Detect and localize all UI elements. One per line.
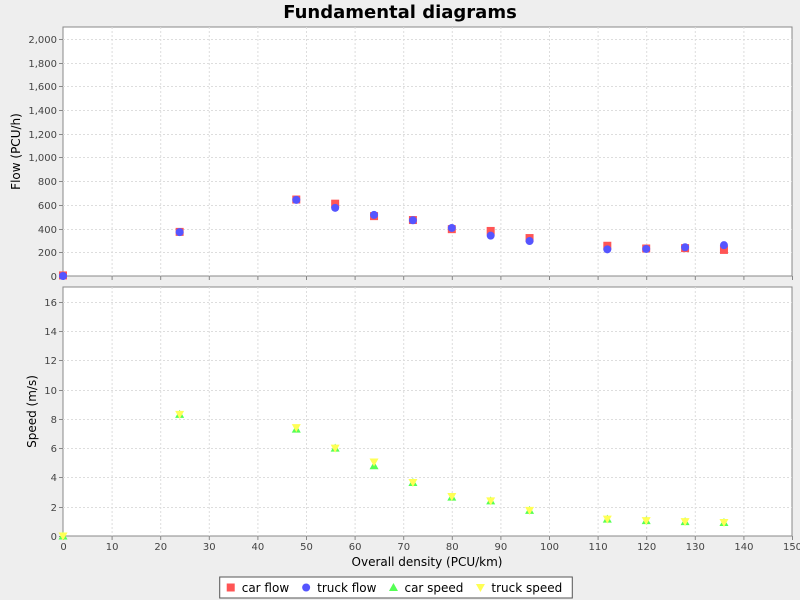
data-point	[719, 245, 728, 254]
data-point	[331, 199, 340, 208]
data-point	[486, 226, 495, 235]
plot-area	[62, 286, 793, 537]
y-tick-label: 1,000	[28, 153, 57, 164]
data-point	[603, 245, 612, 254]
y-tick-label: 200	[38, 248, 57, 259]
y-tick-label: 16	[44, 298, 57, 309]
data-point	[175, 410, 185, 419]
data-point	[525, 237, 534, 246]
data-point	[680, 518, 690, 527]
speed-subplot: 0 2 4 6 8 10 12 14 16 Speed (m/s) 0 10 20 30 40 50 60 70 8…	[25, 286, 800, 553]
data-point	[642, 244, 651, 253]
y-tick-label: 14	[44, 327, 57, 338]
y-tick-label: 2,000	[28, 35, 57, 46]
legend-item-truck-speed: truck speed	[475, 581, 562, 595]
data-point	[369, 458, 379, 467]
data-point	[486, 497, 496, 506]
x-tick-label: 20	[154, 542, 167, 553]
x-tick-label: 90	[495, 542, 508, 553]
data-point	[681, 243, 690, 252]
y-tick-label: 4	[51, 473, 57, 484]
x-tick-label: 10	[106, 542, 119, 553]
y-tick-label: 2	[51, 503, 57, 514]
y-axis-label: Flow (PCU/h)	[9, 113, 23, 190]
y-tick-label: 12	[44, 356, 57, 367]
x-tick-label: 140	[734, 542, 753, 553]
y-tick-label: 0	[51, 532, 57, 543]
data-point	[292, 195, 301, 204]
y-tick-label: 1,800	[28, 59, 57, 70]
y-axis-label: Speed (m/s)	[25, 375, 39, 448]
x-tick-label: 120	[637, 542, 656, 553]
chart-title: Fundamental diagrams	[283, 2, 517, 23]
y-tick-label: 600	[38, 201, 57, 212]
y-tick-label: 1,200	[28, 130, 57, 141]
data-point	[330, 444, 340, 453]
legend-item-car-flow: car flow	[226, 581, 290, 595]
data-point	[58, 532, 68, 541]
data-point	[370, 210, 379, 219]
legend-label: car speed	[404, 581, 463, 595]
x-tick-label: 110	[589, 542, 608, 553]
legend-label: car flow	[242, 581, 290, 595]
x-tick-label: 70	[397, 542, 410, 553]
x-tick-label: 100	[540, 542, 559, 553]
y-tick-label: 800	[38, 177, 57, 188]
flow-subplot: 0 200 400 600 800 1,000 1,200 1,400 1,600 1,800 2,…	[9, 26, 793, 283]
y-tick-label: 1,600	[28, 82, 57, 93]
series-truck-speed	[58, 410, 729, 541]
data-point	[59, 272, 67, 280]
data-point	[719, 519, 729, 528]
plot-area	[62, 26, 793, 277]
y-tick-label: 0	[51, 272, 57, 283]
x-tick-label: 60	[349, 542, 362, 553]
y-tick-label: 10	[44, 386, 57, 397]
x-tick-label: 30	[203, 542, 216, 553]
legend-item-truck-flow: truck flow	[302, 581, 377, 595]
series-truck-flow	[59, 195, 728, 280]
legend-marker	[388, 583, 398, 591]
x-tick-label: 150	[783, 542, 800, 553]
y-tick-label: 8	[51, 415, 57, 426]
x-tick-label: 130	[686, 542, 705, 553]
data-point	[641, 517, 651, 526]
x-axis-label: Overall density (PCU/km)	[352, 555, 503, 569]
data-point	[486, 231, 495, 240]
chart-legend: car flow truck flow car speed truck speed	[219, 576, 573, 599]
data-point	[602, 515, 612, 524]
data-point	[331, 203, 340, 212]
x-tick-label: 50	[300, 542, 313, 553]
legend-label: truck speed	[491, 581, 562, 595]
data-point	[525, 506, 535, 515]
y-tick-label: 1,400	[28, 106, 57, 117]
data-point	[291, 424, 301, 433]
x-tick-label: 40	[252, 542, 265, 553]
data-point	[175, 228, 184, 237]
data-point	[447, 492, 457, 501]
x-tick-label: 80	[446, 542, 459, 553]
legend-marker	[475, 584, 485, 592]
y-tick-label: 400	[38, 225, 57, 236]
data-point	[719, 241, 728, 250]
legend-marker	[226, 583, 235, 592]
legend-item-car-speed: car speed	[388, 581, 463, 595]
data-point	[408, 216, 417, 225]
legend-marker	[302, 583, 311, 592]
legend-label: truck flow	[317, 581, 377, 595]
y-tick-label: 6	[51, 444, 57, 455]
data-point	[447, 223, 456, 232]
x-tick-label: 0	[60, 542, 66, 553]
data-point	[408, 479, 418, 488]
